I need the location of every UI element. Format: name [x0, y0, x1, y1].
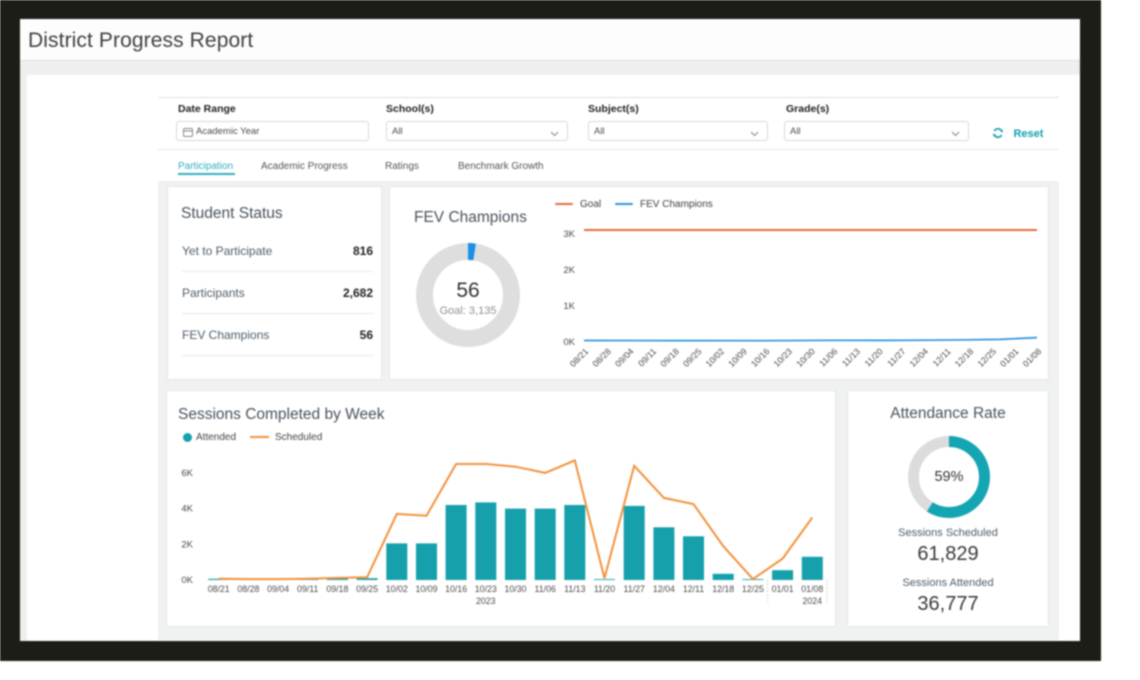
svg-text:09/25: 09/25	[681, 346, 704, 369]
svg-text:11/20: 11/20	[863, 346, 885, 368]
svg-text:11/13: 11/13	[564, 584, 585, 594]
svg-text:12/11: 12/11	[683, 584, 704, 594]
svg-text:11/27: 11/27	[885, 346, 907, 368]
svg-text:3K: 3K	[563, 229, 575, 240]
svg-text:10/02: 10/02	[704, 346, 727, 369]
svg-text:12/25: 12/25	[975, 346, 998, 369]
svg-text:01/08: 01/08	[801, 584, 823, 594]
svg-text:11/13: 11/13	[840, 346, 862, 368]
svg-text:12/25: 12/25	[742, 584, 764, 594]
svg-text:09/18: 09/18	[326, 584, 348, 594]
svg-text:09/18: 09/18	[658, 346, 681, 369]
svg-text:6K: 6K	[181, 468, 193, 479]
svg-text:12/04: 12/04	[907, 346, 930, 369]
svg-text:11/06: 11/06	[535, 584, 556, 594]
svg-text:10/23: 10/23	[475, 584, 497, 594]
svg-text:09/11: 09/11	[636, 346, 658, 368]
svg-text:10/02: 10/02	[386, 584, 408, 594]
svg-text:0K: 0K	[181, 575, 193, 586]
svg-text:10/16: 10/16	[749, 346, 772, 369]
svg-text:2K: 2K	[181, 539, 193, 550]
svg-text:12/18: 12/18	[953, 346, 976, 369]
svg-text:10/30: 10/30	[794, 346, 817, 369]
svg-text:01/01: 01/01	[772, 584, 794, 594]
svg-text:12/04: 12/04	[653, 584, 675, 594]
svg-text:09/25: 09/25	[356, 584, 378, 594]
svg-text:08/28: 08/28	[237, 584, 259, 594]
svg-text:10/09: 10/09	[726, 346, 749, 369]
svg-text:4K: 4K	[181, 504, 193, 515]
svg-text:2K: 2K	[563, 265, 575, 276]
svg-text:08/21: 08/21	[208, 584, 230, 594]
svg-text:09/04: 09/04	[613, 346, 636, 369]
svg-text:1K: 1K	[563, 301, 575, 312]
svg-text:10/16: 10/16	[445, 584, 467, 594]
svg-text:10/30: 10/30	[504, 584, 526, 594]
svg-text:11/27: 11/27	[624, 584, 645, 594]
svg-text:2024: 2024	[803, 596, 823, 606]
svg-text:08/21: 08/21	[568, 346, 591, 369]
svg-text:12/18: 12/18	[712, 584, 734, 594]
svg-text:01/01: 01/01	[998, 346, 1021, 369]
svg-text:08/28: 08/28	[590, 346, 613, 369]
svg-text:11/20: 11/20	[594, 584, 615, 594]
svg-text:09/11: 09/11	[297, 584, 318, 594]
svg-text:10/09: 10/09	[415, 584, 437, 594]
svg-text:01/08: 01/08	[1021, 346, 1044, 369]
svg-text:0K: 0K	[563, 337, 575, 348]
svg-text:09/04: 09/04	[267, 584, 289, 594]
svg-text:11/06: 11/06	[817, 346, 839, 368]
svg-text:12/11: 12/11	[931, 346, 953, 368]
svg-text:10/23: 10/23	[772, 346, 795, 369]
svg-text:2023: 2023	[476, 596, 496, 606]
